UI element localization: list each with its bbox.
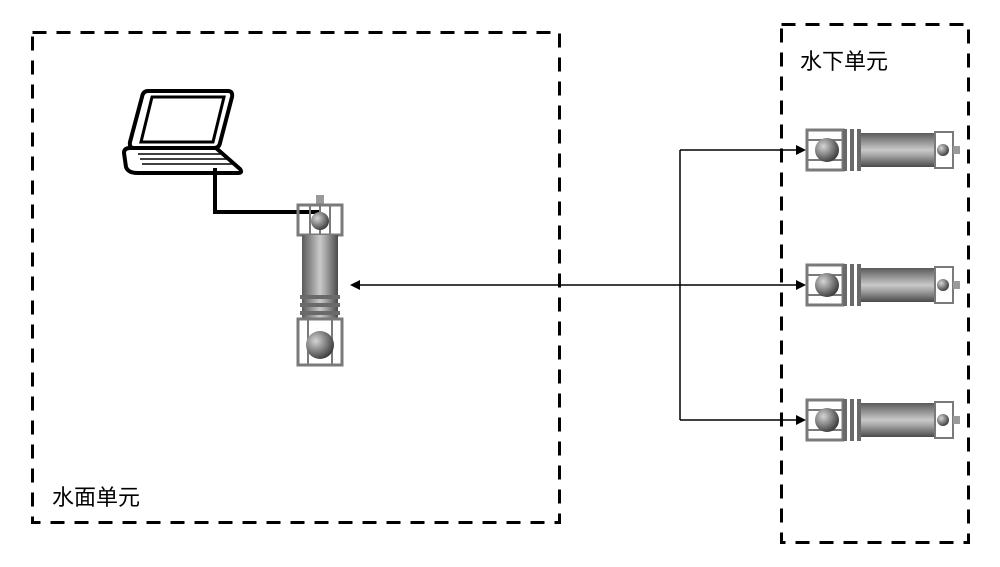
underwater-modem-3 bbox=[805, 390, 960, 450]
diagram-canvas: 水面单元 水下单元 bbox=[0, 0, 1000, 567]
underwater-modem-2 bbox=[805, 255, 960, 315]
underwater-modem-1 bbox=[805, 120, 960, 180]
